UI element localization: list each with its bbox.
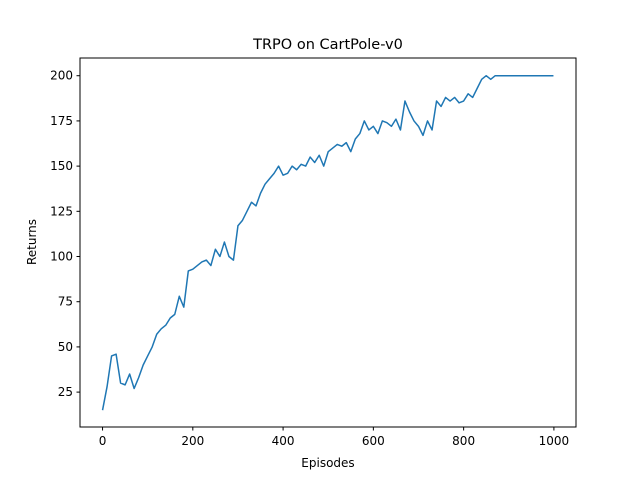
data-line [101, 74, 554, 411]
x-axis-label: Episodes [301, 456, 354, 470]
x-tick-label: 1000 [539, 434, 570, 448]
x-tick-label: 400 [272, 434, 295, 448]
y-tick-label: 25 [58, 385, 73, 399]
y-tick-label: 200 [50, 69, 73, 83]
y-tick-label: 50 [58, 340, 73, 354]
y-tick-label: 75 [58, 295, 73, 309]
x-tick-label: 0 [99, 434, 107, 448]
y-axis-label: Returns [25, 219, 39, 265]
x-tick-label: 200 [181, 434, 204, 448]
x-tick-label: 800 [452, 434, 475, 448]
y-tick-label: 125 [50, 204, 73, 218]
plot-frame [79, 57, 577, 428]
x-tick-label: 600 [362, 434, 385, 448]
y-tick-label: 150 [50, 159, 73, 173]
chart-title: TRPO on CartPole-v0 [252, 37, 403, 53]
y-tick-label: 100 [50, 250, 73, 264]
y-tick-label: 175 [50, 114, 73, 128]
